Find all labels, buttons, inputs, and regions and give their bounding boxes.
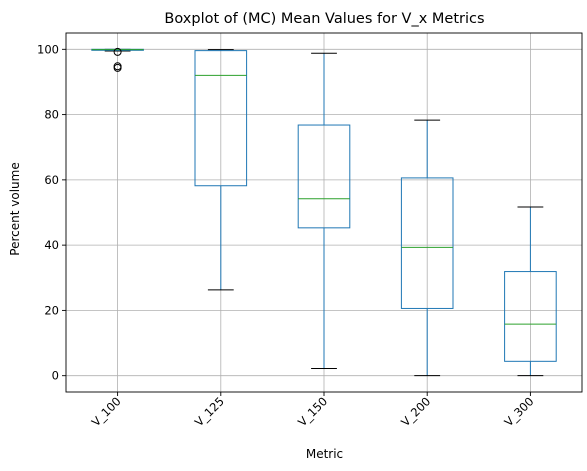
iqr-box <box>504 271 557 362</box>
outlier-point <box>113 47 122 56</box>
box-v-150 <box>297 52 351 370</box>
iqr-box <box>297 124 351 229</box>
boxes <box>91 47 557 377</box>
y-tick-label: 0 <box>52 369 59 383</box>
x-axis-label: Metric <box>306 447 343 461</box>
iqr-box <box>400 177 454 309</box>
y-tick-label: 20 <box>44 303 59 317</box>
iqr-box <box>194 50 248 187</box>
y-tick-label: 60 <box>44 173 59 187</box>
y-tick-label: 80 <box>44 108 59 122</box>
box-v-300 <box>504 206 557 377</box>
box-v-100 <box>91 47 144 72</box>
box-v-125 <box>194 49 248 291</box>
y-ticks: 0 20 40 60 80 100 <box>37 42 66 383</box>
chart-title: Boxplot of (MC) Mean Values for V_x Metr… <box>164 11 484 27</box>
y-axis-label: Percent volume <box>8 162 22 255</box>
box-v-200 <box>400 119 454 377</box>
y-tick-label: 40 <box>44 238 59 252</box>
outlier-point <box>113 63 122 72</box>
y-tick-label: 100 <box>37 42 59 56</box>
